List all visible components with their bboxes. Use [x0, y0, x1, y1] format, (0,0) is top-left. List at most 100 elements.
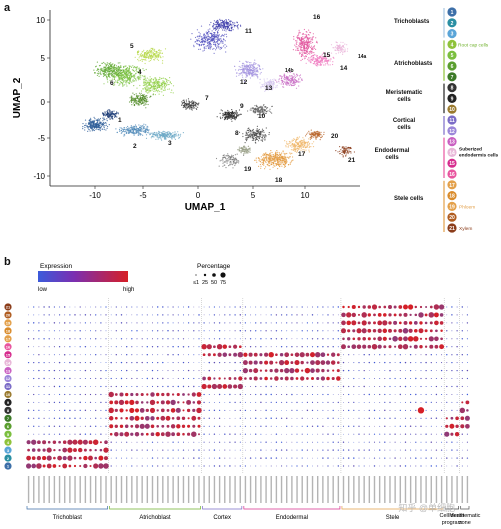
dot: [172, 330, 174, 332]
dot: [419, 305, 423, 309]
dot: [213, 441, 215, 443]
dot: [43, 306, 45, 308]
dot: [383, 305, 387, 309]
dot: [368, 393, 371, 396]
dot: [337, 425, 339, 427]
dot: [126, 369, 128, 372]
dot: [388, 345, 392, 349]
dot: [234, 433, 236, 435]
dot: [115, 449, 117, 451]
cluster-label-9: 9: [240, 103, 244, 110]
row-label-swatch-3: [4, 446, 12, 454]
dot: [110, 385, 112, 388]
dot: [371, 343, 378, 350]
dot: [363, 393, 365, 396]
dot: [83, 455, 88, 461]
dot: [342, 465, 345, 467]
umap-points: [82, 18, 355, 170]
dot: [327, 425, 329, 427]
dot: [197, 424, 201, 428]
dot: [305, 352, 310, 357]
legend-swatch-2: [447, 18, 457, 28]
dot: [172, 362, 174, 364]
dot: [379, 378, 381, 379]
dot: [100, 409, 102, 411]
dot: [265, 433, 267, 435]
dot: [270, 330, 272, 332]
dot: [219, 449, 221, 451]
dot: [449, 423, 455, 429]
dot: [373, 361, 376, 364]
dot: [466, 393, 469, 396]
gene-label-mark: [131, 476, 133, 503]
dot: [270, 401, 272, 403]
dot: [399, 425, 401, 427]
dot: [229, 393, 231, 396]
dot: [465, 400, 470, 405]
dot: [435, 370, 437, 372]
dot: [304, 367, 311, 374]
dot: [300, 360, 304, 365]
dot: [229, 441, 231, 443]
gene-label-mark: [322, 476, 324, 503]
dot: [95, 425, 97, 427]
dot: [280, 345, 283, 348]
gene-label-mark: [466, 476, 469, 503]
dot: [141, 361, 143, 364]
dot: [255, 465, 257, 467]
dot: [446, 394, 448, 395]
dot: [79, 354, 81, 356]
dot: [161, 424, 165, 428]
dot: [53, 425, 56, 427]
dot: [368, 409, 370, 412]
dot: [446, 385, 448, 388]
dot: [181, 424, 186, 428]
dot: [413, 344, 418, 349]
dot: [48, 346, 50, 348]
dot: [394, 377, 396, 380]
dot: [425, 401, 427, 404]
dot: [43, 330, 45, 332]
dot: [270, 385, 272, 388]
dot: [234, 314, 236, 316]
dot: [265, 425, 267, 427]
dot: [280, 417, 283, 419]
dot: [358, 385, 360, 388]
dot: [188, 338, 189, 340]
dot: [295, 377, 299, 380]
legend-group-label: Atrichoblasts: [394, 61, 433, 67]
dot: [441, 386, 443, 387]
dot: [265, 409, 267, 412]
row-label-7: 7: [7, 416, 10, 421]
row-label-swatch-16: [4, 343, 12, 351]
dot: [264, 360, 269, 365]
dot: [410, 433, 412, 435]
dot: [327, 306, 329, 308]
dot: [250, 401, 252, 403]
legend-number-3: 3: [451, 32, 454, 38]
dot: [208, 417, 210, 419]
dot: [373, 457, 376, 459]
dot: [48, 401, 50, 404]
dot: [201, 383, 207, 390]
dot: [311, 409, 314, 412]
gene-label-mark: [151, 476, 154, 503]
dot: [253, 360, 258, 365]
dot: [269, 368, 273, 373]
gene-label-mark: [311, 476, 314, 503]
dot: [296, 433, 298, 435]
dot: [358, 449, 360, 451]
dot: [48, 409, 50, 411]
dot: [125, 409, 128, 412]
dot: [177, 377, 179, 380]
dot: [53, 448, 56, 452]
dot: [48, 369, 50, 372]
dot: [286, 322, 288, 324]
dot: [250, 322, 251, 324]
dot: [136, 361, 138, 364]
dot: [306, 361, 309, 364]
dot: [89, 425, 92, 428]
dot: [47, 440, 51, 444]
dot: [31, 463, 37, 469]
dot: [222, 384, 228, 389]
